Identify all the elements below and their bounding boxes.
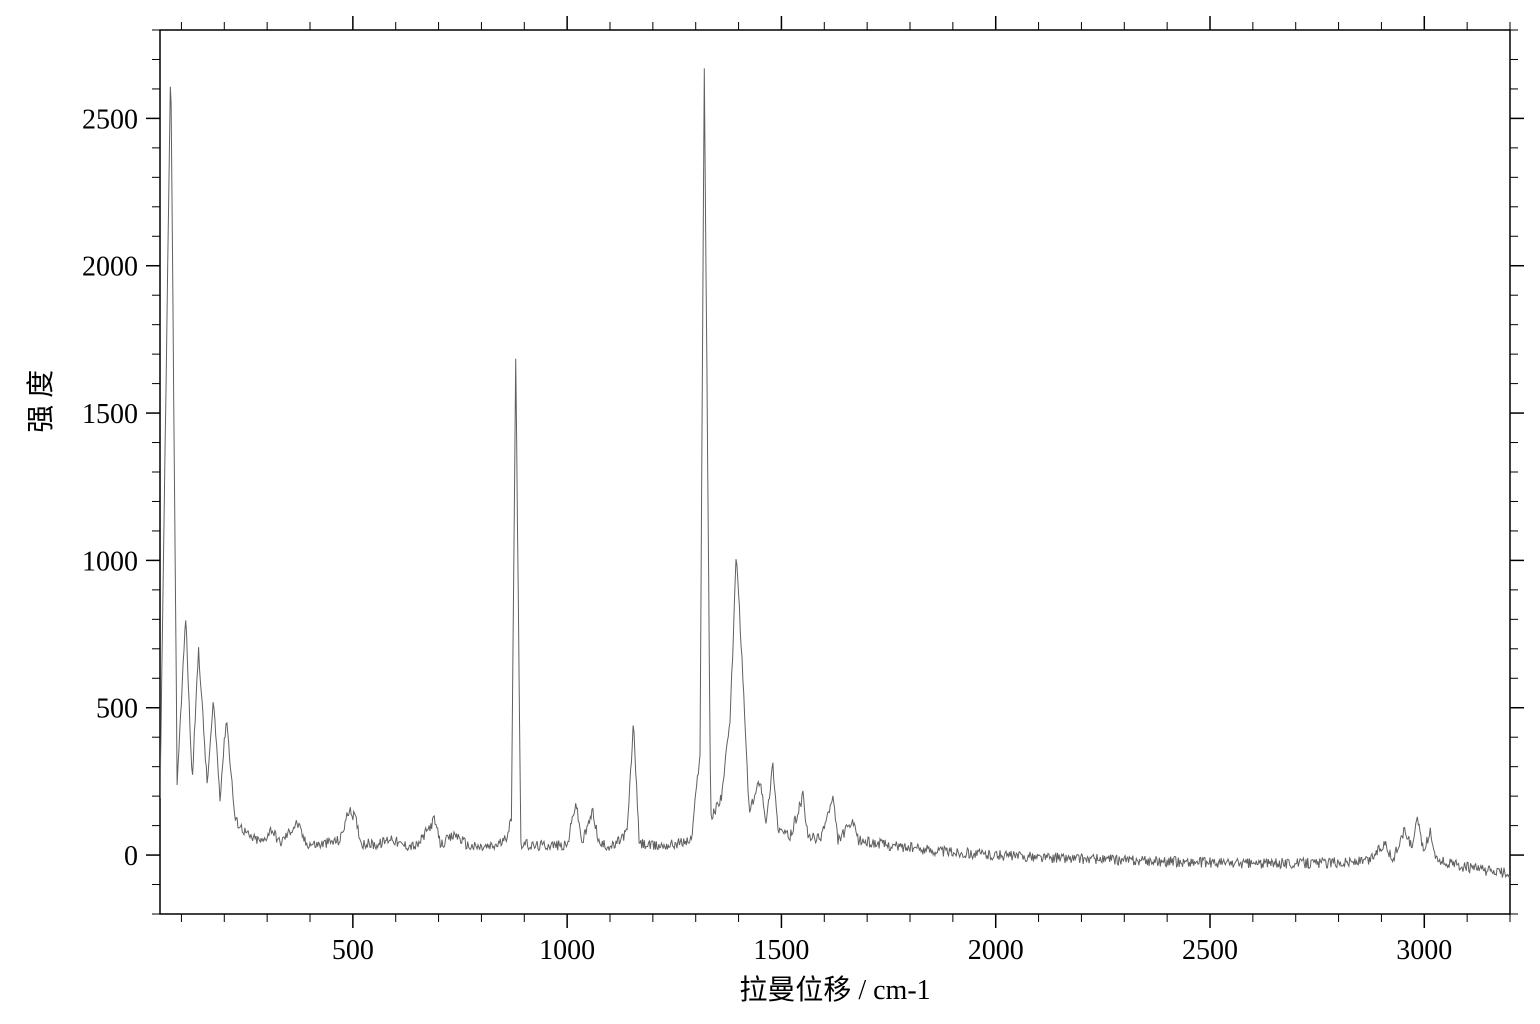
raman-spectrum-chart: 500 1000 1500 2000 2500 3000 0 500 1000 1500 2000 2…: [0, 0, 1540, 1024]
y-tick-label: 2500: [82, 104, 138, 135]
x-tick-label: 1500: [753, 935, 809, 966]
x-tick-label: 3000: [1396, 935, 1452, 966]
x-tick-label: 2500: [1182, 935, 1238, 966]
y-tick-label: 500: [96, 694, 138, 725]
y-tick-label: 0: [124, 841, 138, 872]
y-tick-label: 1500: [82, 399, 138, 430]
y-tick-label: 1000: [82, 546, 138, 577]
x-tick-label: 500: [332, 935, 374, 966]
spectrum-line: [160, 68, 1510, 877]
y-axis-label: 强 度: [25, 370, 57, 433]
x-tick-label: 1000: [539, 935, 595, 966]
y-tick-label: 2000: [82, 252, 138, 283]
chart-svg: 500 1000 1500 2000 2500 3000 0 500 1000 1500 2000 2…: [0, 0, 1540, 1024]
plot-frame: [160, 30, 1510, 914]
x-tick-label: 2000: [968, 935, 1024, 966]
x-axis-label: 拉曼位移 / cm-1: [739, 974, 930, 1006]
